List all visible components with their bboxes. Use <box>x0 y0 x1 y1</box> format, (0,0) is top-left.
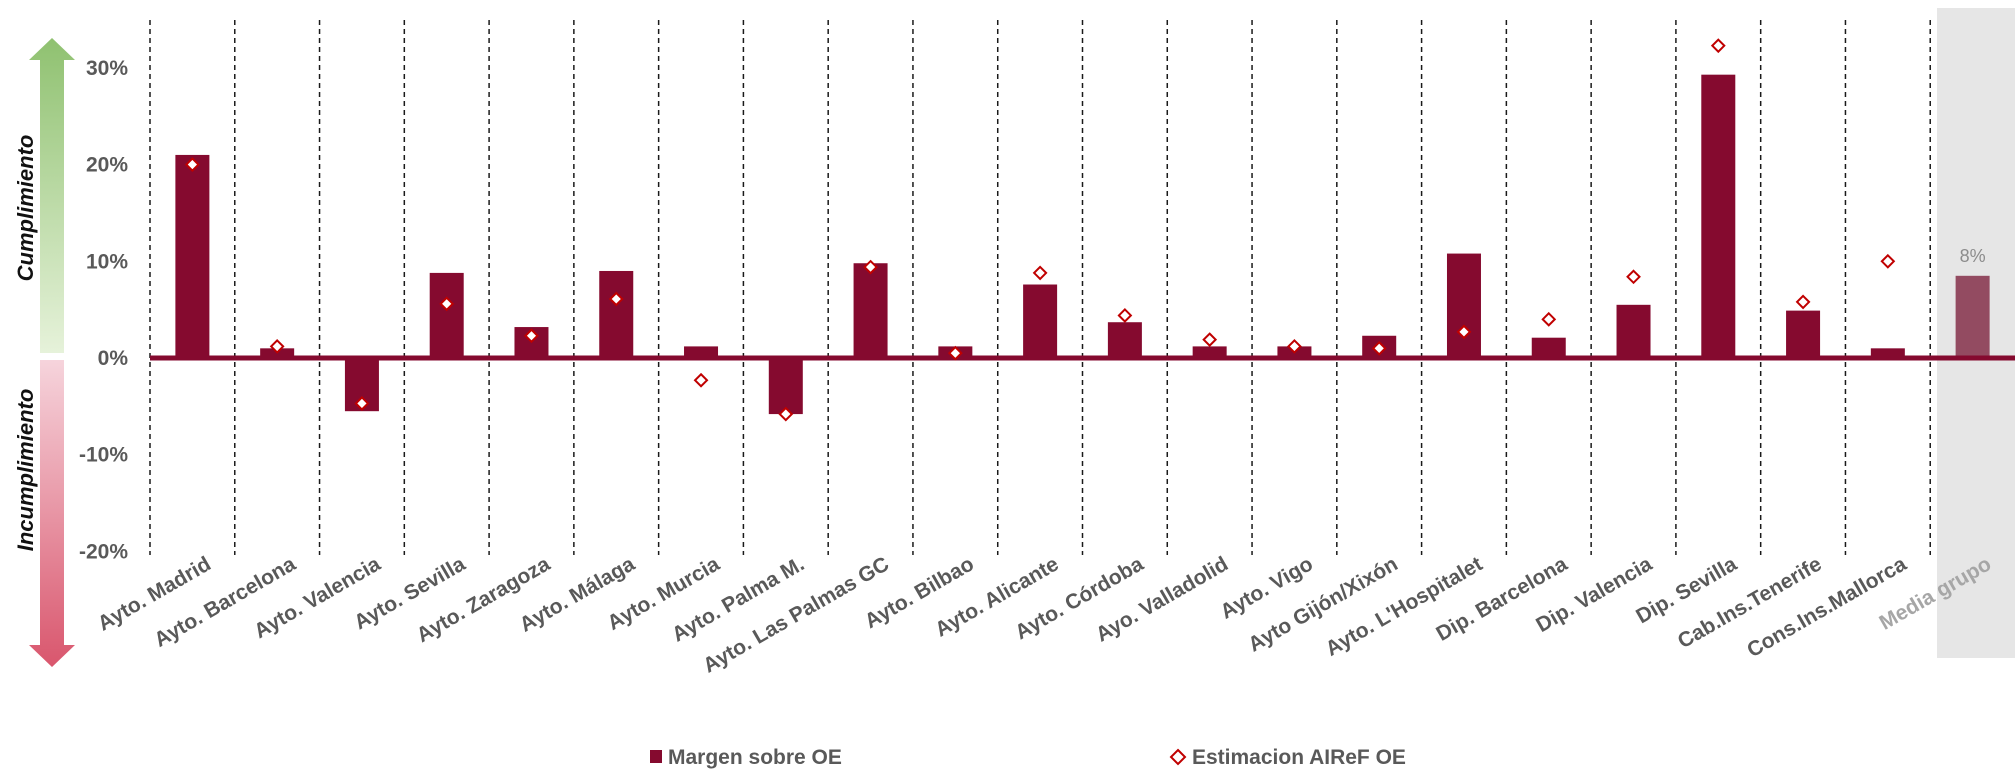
marker-ayto-malaga <box>608 291 624 307</box>
bar-dip-valencia <box>1616 304 1651 358</box>
bar-ayto-palma-m <box>768 358 803 415</box>
y-axis-title-lower: Incumplimiento <box>13 389 38 552</box>
marker-ayto-zaragoza <box>524 328 539 344</box>
marker-ayto-madrid <box>184 157 200 173</box>
marker-ayto-bilbao <box>947 345 963 361</box>
y-axis-title-upper: Cumplimiento <box>13 135 38 282</box>
marker-ayto-gijon-xixon <box>1371 340 1387 356</box>
marker-dip-valencia <box>1626 269 1641 285</box>
bar-ayto-alicante <box>1023 284 1058 358</box>
marker-ayto-alicante <box>1032 265 1048 281</box>
bar-media-grupo <box>1955 275 1990 358</box>
marker-cab-ins-tenerife <box>1795 294 1811 310</box>
y-tick-label: 20% <box>86 154 128 177</box>
marker-series <box>184 38 1896 422</box>
down-arrow-icon <box>29 360 75 667</box>
y-tick-label: 10% <box>86 250 128 273</box>
bar-series <box>175 74 1990 415</box>
y-tick-label: 0% <box>98 347 129 370</box>
bar-ayto-las-palmas-gc <box>853 263 888 358</box>
marker-cons-ins-mallorca <box>1880 253 1896 269</box>
bar-dip-sevilla <box>1701 74 1736 358</box>
marker-ayto-sevilla <box>439 296 455 312</box>
legend: Margen sobre OE Estimacion AIReF OE <box>650 746 1406 769</box>
marker-ayo-valladolid <box>1202 332 1218 348</box>
legend-label-markers: Estimacion AIReF OE <box>1192 746 1406 769</box>
marker-ayto-las-palmas-gc <box>863 259 878 275</box>
marker-ayto-valencia <box>354 396 370 411</box>
up-arrow-icon <box>29 38 75 353</box>
bar-ayo-valladolid <box>1192 346 1227 358</box>
marker-ayto-vigo <box>1287 338 1302 354</box>
bar-ayto-madrid <box>175 154 210 358</box>
legend-swatch-bar <box>650 750 662 763</box>
x-tick-label-ayto-barcelona: Ayto. Barcelona <box>150 552 300 652</box>
bar-ayto-murcia <box>684 346 719 358</box>
bar-cons-ins-mallorca <box>1870 348 1905 358</box>
y-tick-label: 30% <box>86 57 128 80</box>
marker-ayto-murcia <box>693 372 709 388</box>
x-tick-label-cons-ins-mallorca: Cons.Ins.Mallorca <box>1743 552 1910 662</box>
x-tick-label-ayto-l-hospitalet: Ayto. L'Hospitalet <box>1322 552 1487 660</box>
legend-swatch-marker <box>1169 748 1187 766</box>
marker-ayto-barcelona <box>269 338 285 354</box>
legend-item-markers: Estimacion AIReF OE <box>1169 746 1406 769</box>
legend-item-bars: Margen sobre OE <box>650 746 842 769</box>
bar-dip-barcelona <box>1531 337 1566 358</box>
marker-dip-barcelona <box>1541 311 1557 327</box>
y-tick-label: -20% <box>79 540 128 563</box>
marker-ayto-cordoba <box>1117 308 1133 323</box>
y-tick-label: -10% <box>79 444 128 467</box>
data-label-media-grupo: 8% <box>1960 246 1986 266</box>
gridlines <box>149 20 1931 555</box>
bar-cab-ins-tenerife <box>1786 310 1821 358</box>
y-axis: -20% -10% 0% 10% 20% 30% <box>79 57 128 564</box>
marker-ayto-palma-m <box>778 406 794 422</box>
marker-dip-sevilla <box>1710 38 1726 54</box>
marker-ayto-l-hospitalet <box>1456 324 1472 340</box>
legend-label-bars: Margen sobre OE <box>668 746 842 769</box>
bar-ayto-malaga <box>599 270 634 358</box>
bar-ayto-l-hospitalet <box>1446 253 1481 358</box>
bar-ayto-cordoba <box>1107 322 1142 358</box>
data-labels: 8% <box>1960 246 1986 266</box>
bar-ayto-sevilla <box>429 272 464 358</box>
side-arrows: Cumplimiento Incumplimiento <box>13 38 75 667</box>
